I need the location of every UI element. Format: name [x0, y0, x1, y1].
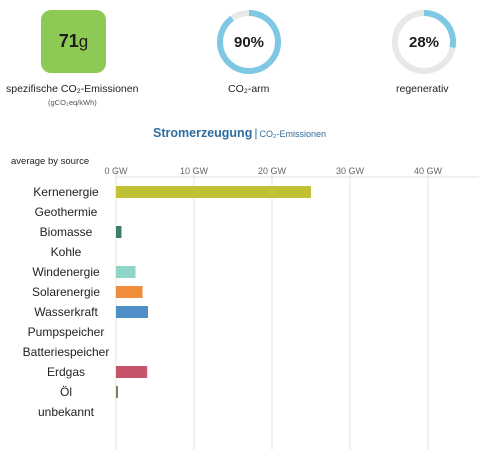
- emissions-sublabel: (gCO₂eq/kWh): [48, 98, 97, 107]
- chart-title-row: Stromerzeugung | CO₂-Emissionen: [0, 124, 479, 142]
- category-label: Batteriespeicher: [23, 345, 110, 359]
- title-separator: |: [254, 126, 258, 140]
- emissions-tile: 71 g: [41, 10, 106, 73]
- category-label: Öl: [60, 385, 72, 399]
- bar-kernenergie[interactable]: [116, 186, 311, 198]
- renewable-label: regenerativ: [396, 83, 449, 95]
- average-label: average by source: [11, 156, 90, 167]
- category-label: Erdgas: [47, 365, 85, 379]
- emissions-value: 71: [58, 31, 79, 51]
- category-label: Pumpspeicher: [28, 325, 105, 339]
- tab-co2-emissionen[interactable]: CO₂-Emissionen: [259, 129, 326, 139]
- low-carbon-arc: [217, 10, 281, 74]
- category-label: Biomasse: [40, 225, 93, 239]
- bar-solarenergie[interactable]: [116, 286, 143, 298]
- x-tick-label: 30 GW: [336, 166, 365, 176]
- bar-biomasse[interactable]: [116, 226, 122, 238]
- x-tick-label: 40 GW: [414, 166, 443, 176]
- category-label: Solarenergie: [32, 285, 100, 299]
- renewable-gauge: [392, 10, 456, 74]
- tab-stromerzeugung[interactable]: Stromerzeugung: [153, 126, 253, 140]
- renewable-value: 28%: [408, 33, 440, 51]
- renewable-arc: [392, 10, 456, 74]
- x-tick-label: 0 GW: [104, 166, 128, 176]
- bar-wasserkraft[interactable]: [116, 306, 148, 318]
- bar-erdgas[interactable]: [116, 366, 148, 378]
- kpi-row: 71 g spezifische CO₂-Emissionen (gCO₂eq/k…: [0, 0, 479, 112]
- category-label: Wasserkraft: [34, 305, 98, 319]
- category-label: unbekannt: [38, 405, 95, 419]
- category-label: Kernenergie: [33, 185, 99, 199]
- x-tick-label: 20 GW: [258, 166, 287, 176]
- category-label: Kohle: [51, 245, 82, 259]
- bar-windenergie[interactable]: [116, 266, 136, 278]
- x-tick-label: 10 GW: [180, 166, 209, 176]
- generation-bar-chart: 0 GW 10 GW 20 GW 30 GW 40 GW Kernenergie Geoth…: [23, 166, 479, 450]
- low-carbon-value: 90%: [233, 33, 265, 51]
- low-carbon-label: CO₂-arm: [228, 83, 270, 95]
- bar-öl[interactable]: [116, 386, 118, 398]
- category-label: Geothermie: [35, 205, 98, 219]
- category-label: Windenergie: [32, 265, 100, 279]
- emissions-label: spezifische CO₂-Emissionen: [6, 83, 139, 95]
- low-carbon-gauge: [217, 10, 281, 74]
- emissions-unit: g: [78, 31, 89, 51]
